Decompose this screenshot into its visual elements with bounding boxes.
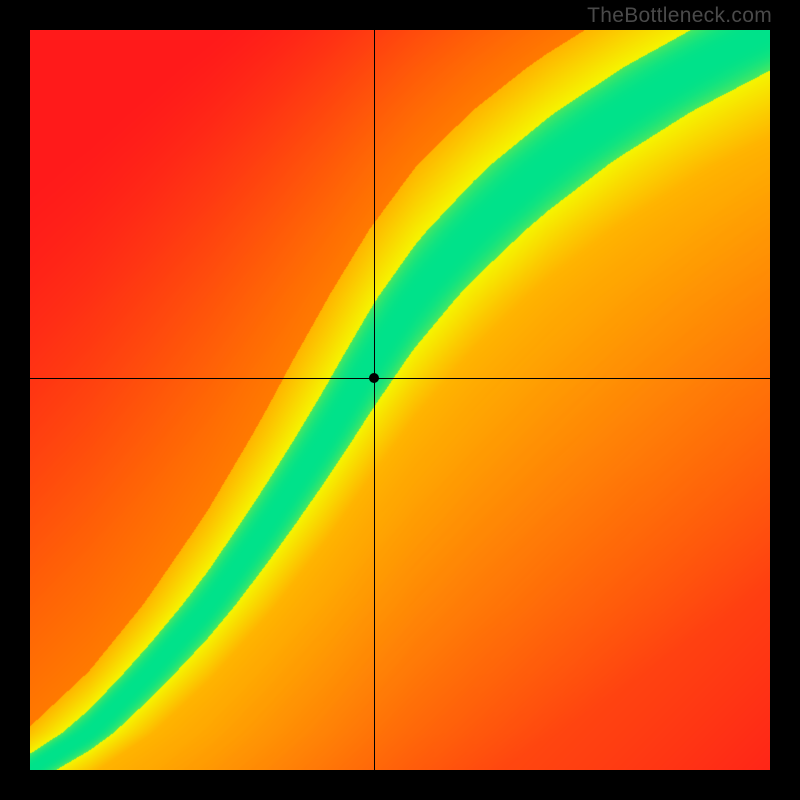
chart-container: TheBottleneck.com	[0, 0, 800, 800]
marker-dot	[369, 373, 379, 383]
watermark-text: TheBottleneck.com	[587, 4, 772, 28]
crosshair-vertical	[374, 30, 375, 770]
heatmap-canvas	[30, 30, 770, 770]
crosshair-horizontal	[30, 378, 770, 379]
plot-area	[30, 30, 770, 770]
